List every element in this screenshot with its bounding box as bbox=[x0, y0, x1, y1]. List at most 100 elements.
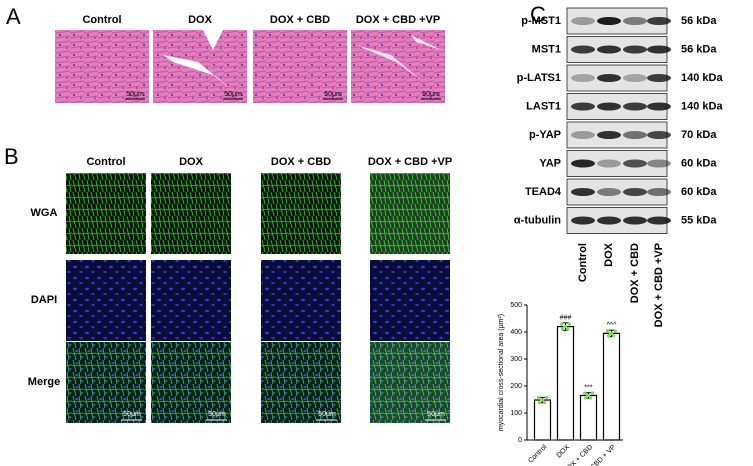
scale-label: 50μm bbox=[224, 91, 242, 98]
band bbox=[571, 102, 595, 111]
band bbox=[647, 159, 671, 168]
scale-label: 50μm bbox=[427, 411, 445, 418]
data-point bbox=[588, 396, 593, 400]
scale-label: 50μm bbox=[324, 91, 342, 98]
column-header: DOX bbox=[179, 156, 204, 168]
column-header: DOX + CBD +VP bbox=[368, 156, 452, 168]
annotation: *** bbox=[584, 385, 592, 392]
protein-size: 55 kDa bbox=[681, 214, 717, 226]
lane-label: DOX bbox=[603, 242, 615, 267]
scale-label: 50μm bbox=[422, 91, 440, 98]
y-tick-label: 300 bbox=[510, 356, 522, 363]
row-label: WGA bbox=[31, 207, 58, 219]
data-point bbox=[536, 395, 541, 400]
column-header: DOX + CBD +VP bbox=[356, 14, 440, 26]
bar bbox=[533, 399, 552, 441]
band bbox=[571, 216, 595, 225]
fluorescence-image bbox=[370, 173, 450, 254]
scale-label: 50μm bbox=[126, 91, 144, 98]
bar bbox=[579, 394, 598, 441]
fluorescence-image bbox=[151, 260, 231, 341]
x-tick-label: Control bbox=[527, 443, 548, 464]
band bbox=[597, 45, 621, 54]
y-tick-label: 500 bbox=[510, 302, 522, 309]
scale-label: 50μm bbox=[208, 411, 226, 418]
column-header: DOX + CBD bbox=[271, 156, 331, 168]
band bbox=[623, 131, 647, 139]
y-tick-label: 100 bbox=[510, 410, 522, 417]
band bbox=[571, 17, 595, 25]
panel-label: C bbox=[530, 2, 546, 27]
x-tick-label: DOX bbox=[556, 444, 572, 460]
protein-name: p-YAP bbox=[529, 129, 561, 141]
band bbox=[623, 102, 647, 111]
data-point bbox=[544, 395, 549, 400]
band bbox=[597, 102, 621, 111]
band bbox=[647, 131, 671, 139]
fluorescence-image bbox=[261, 173, 341, 254]
protein-size: 60 kDa bbox=[681, 186, 717, 198]
y-tick-label: 0 bbox=[518, 437, 522, 444]
fluorescence-image bbox=[370, 342, 450, 423]
band bbox=[571, 45, 595, 54]
protein-size: 140 kDa bbox=[681, 100, 723, 112]
protein-size: 70 kDa bbox=[681, 129, 717, 141]
band bbox=[623, 216, 647, 225]
fluorescence-image bbox=[66, 342, 146, 423]
band bbox=[623, 45, 647, 54]
fluorescence-image bbox=[66, 260, 146, 341]
protein-name: YAP bbox=[539, 157, 561, 169]
he-image bbox=[351, 30, 445, 103]
fluorescence-image bbox=[66, 173, 146, 254]
tissue-gap bbox=[163, 30, 233, 90]
band bbox=[647, 102, 671, 111]
column-header: DOX + CBD bbox=[270, 14, 330, 26]
band bbox=[647, 17, 671, 25]
fluorescence-image bbox=[261, 342, 341, 423]
bar bbox=[602, 332, 621, 441]
protein-name: TEAD4 bbox=[525, 186, 562, 198]
band bbox=[597, 74, 621, 82]
he-image bbox=[253, 30, 347, 103]
y-tick-label: 400 bbox=[510, 329, 522, 336]
he-image bbox=[55, 30, 149, 103]
data-point bbox=[606, 334, 611, 338]
band bbox=[597, 216, 621, 225]
data-point bbox=[590, 391, 595, 395]
glow bbox=[370, 342, 450, 423]
band bbox=[597, 188, 621, 196]
data-point bbox=[583, 396, 588, 400]
y-tick-label: 200 bbox=[510, 383, 522, 390]
band bbox=[597, 159, 621, 168]
band bbox=[647, 216, 671, 225]
column-header: Control bbox=[86, 156, 125, 168]
lane-label: DOX + CBD bbox=[629, 243, 641, 303]
annotation: ^^^ bbox=[607, 322, 618, 329]
data-point bbox=[537, 400, 542, 405]
data-point bbox=[605, 329, 610, 333]
lane-label: DOX + CBD +VP bbox=[653, 243, 665, 327]
fluorescence-image bbox=[151, 173, 231, 254]
data-point bbox=[613, 329, 618, 333]
bar bbox=[556, 326, 575, 441]
data-point bbox=[560, 327, 565, 331]
band bbox=[597, 131, 621, 139]
band bbox=[647, 188, 671, 196]
row-label: Merge bbox=[28, 376, 60, 388]
protein-name: α-tubulin bbox=[514, 214, 561, 226]
data-point bbox=[609, 331, 614, 335]
band bbox=[571, 159, 595, 168]
column-header: Control bbox=[82, 14, 121, 26]
band bbox=[623, 74, 647, 82]
band bbox=[647, 45, 671, 54]
data-point bbox=[559, 322, 564, 326]
protein-name: p-LATS1 bbox=[517, 72, 561, 84]
data-point bbox=[542, 400, 547, 405]
glow bbox=[370, 173, 450, 254]
band bbox=[571, 74, 595, 82]
fluorescence-image bbox=[261, 260, 341, 341]
fluorescence-image bbox=[370, 260, 450, 341]
y-axis-label: myocardial cross-sectional area (μm²) bbox=[498, 314, 505, 431]
protein-size: 140 kDa bbox=[681, 72, 723, 84]
